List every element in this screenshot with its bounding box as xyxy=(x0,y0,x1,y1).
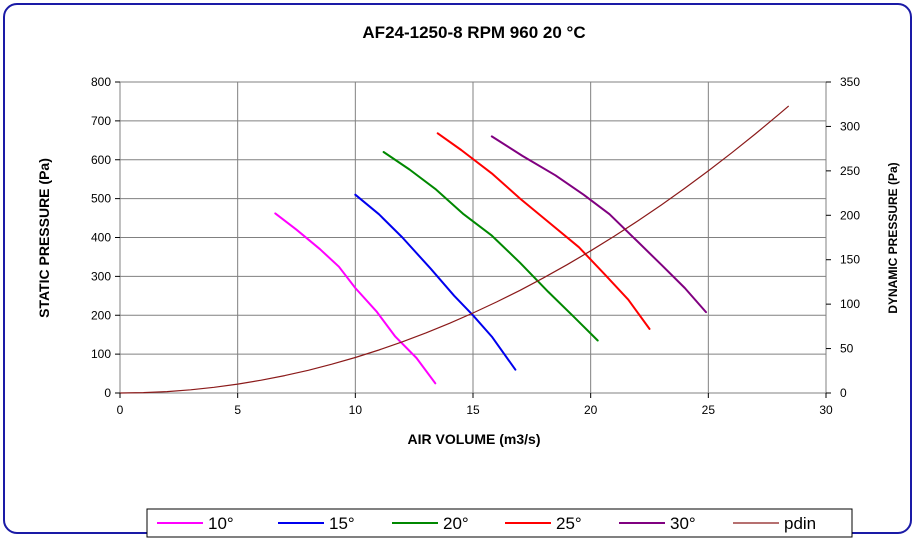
legend: 10° 15° 20° 25° 30° pdin xyxy=(146,508,853,538)
y2-tick-label: 250 xyxy=(840,164,860,178)
chart-title: AF24-1250-8 RPM 960 20 °C xyxy=(362,23,585,42)
x-tick-label: 0 xyxy=(117,403,124,417)
series-line-3 xyxy=(382,151,599,342)
x-tick-label: 20 xyxy=(584,403,598,417)
legend-label-1: 10° xyxy=(208,514,234,533)
y-tick-label: 400 xyxy=(91,231,111,245)
y2-tick-label: 0 xyxy=(840,386,847,400)
legend-label-5: 30° xyxy=(670,514,696,533)
y-axis-title: STATIC PRESSURE (Pa) xyxy=(36,158,52,318)
y-tick-label: 100 xyxy=(91,347,111,361)
legend-label-6: pdin xyxy=(784,514,816,533)
x-tick-label: 30 xyxy=(819,403,833,417)
left-axis: 0 100 200 300 400 500 600 700 800 xyxy=(91,75,120,400)
x-tick-label: 10 xyxy=(349,403,363,417)
y-tick-label: 200 xyxy=(91,308,111,322)
legend-label-2: 15° xyxy=(329,514,355,533)
x-tick-label: 15 xyxy=(466,403,480,417)
series-line-4 xyxy=(436,132,651,330)
series-line-2 xyxy=(354,193,517,371)
series-layer xyxy=(119,105,789,394)
chart-frame xyxy=(3,3,912,534)
y-tick-label: 700 xyxy=(91,114,111,128)
legend-label-3: 20° xyxy=(443,514,469,533)
y2-tick-label: 300 xyxy=(840,119,860,133)
y2-tick-label: 150 xyxy=(840,253,860,267)
x-tick-label: 5 xyxy=(234,403,241,417)
y2-tick-label: 200 xyxy=(840,208,860,222)
series-line-6 xyxy=(119,105,789,394)
y-tick-label: 600 xyxy=(91,153,111,167)
y-tick-label: 300 xyxy=(91,269,111,283)
legend-label-4: 25° xyxy=(556,514,582,533)
y2-tick-label: 50 xyxy=(840,342,854,356)
y-tick-label: 800 xyxy=(91,75,111,89)
y2-axis-title: DYNAMIC PRESSURE (Pa) xyxy=(886,162,900,313)
y2-tick-label: 350 xyxy=(840,75,860,89)
y-tick-label: 0 xyxy=(104,386,111,400)
x-tick-label: 25 xyxy=(702,403,716,417)
right-axis: 0 50 100 150 200 250 300 350 xyxy=(826,75,860,400)
series-line-1 xyxy=(274,212,437,385)
bottom-axis: 0 5 10 15 20 25 30 xyxy=(117,393,833,417)
x-axis-title: AIR VOLUME (m3/s) xyxy=(407,431,540,447)
y2-tick-label: 100 xyxy=(840,297,860,311)
series-line-5 xyxy=(490,135,707,314)
grid xyxy=(119,81,827,394)
y-tick-label: 500 xyxy=(91,192,111,206)
